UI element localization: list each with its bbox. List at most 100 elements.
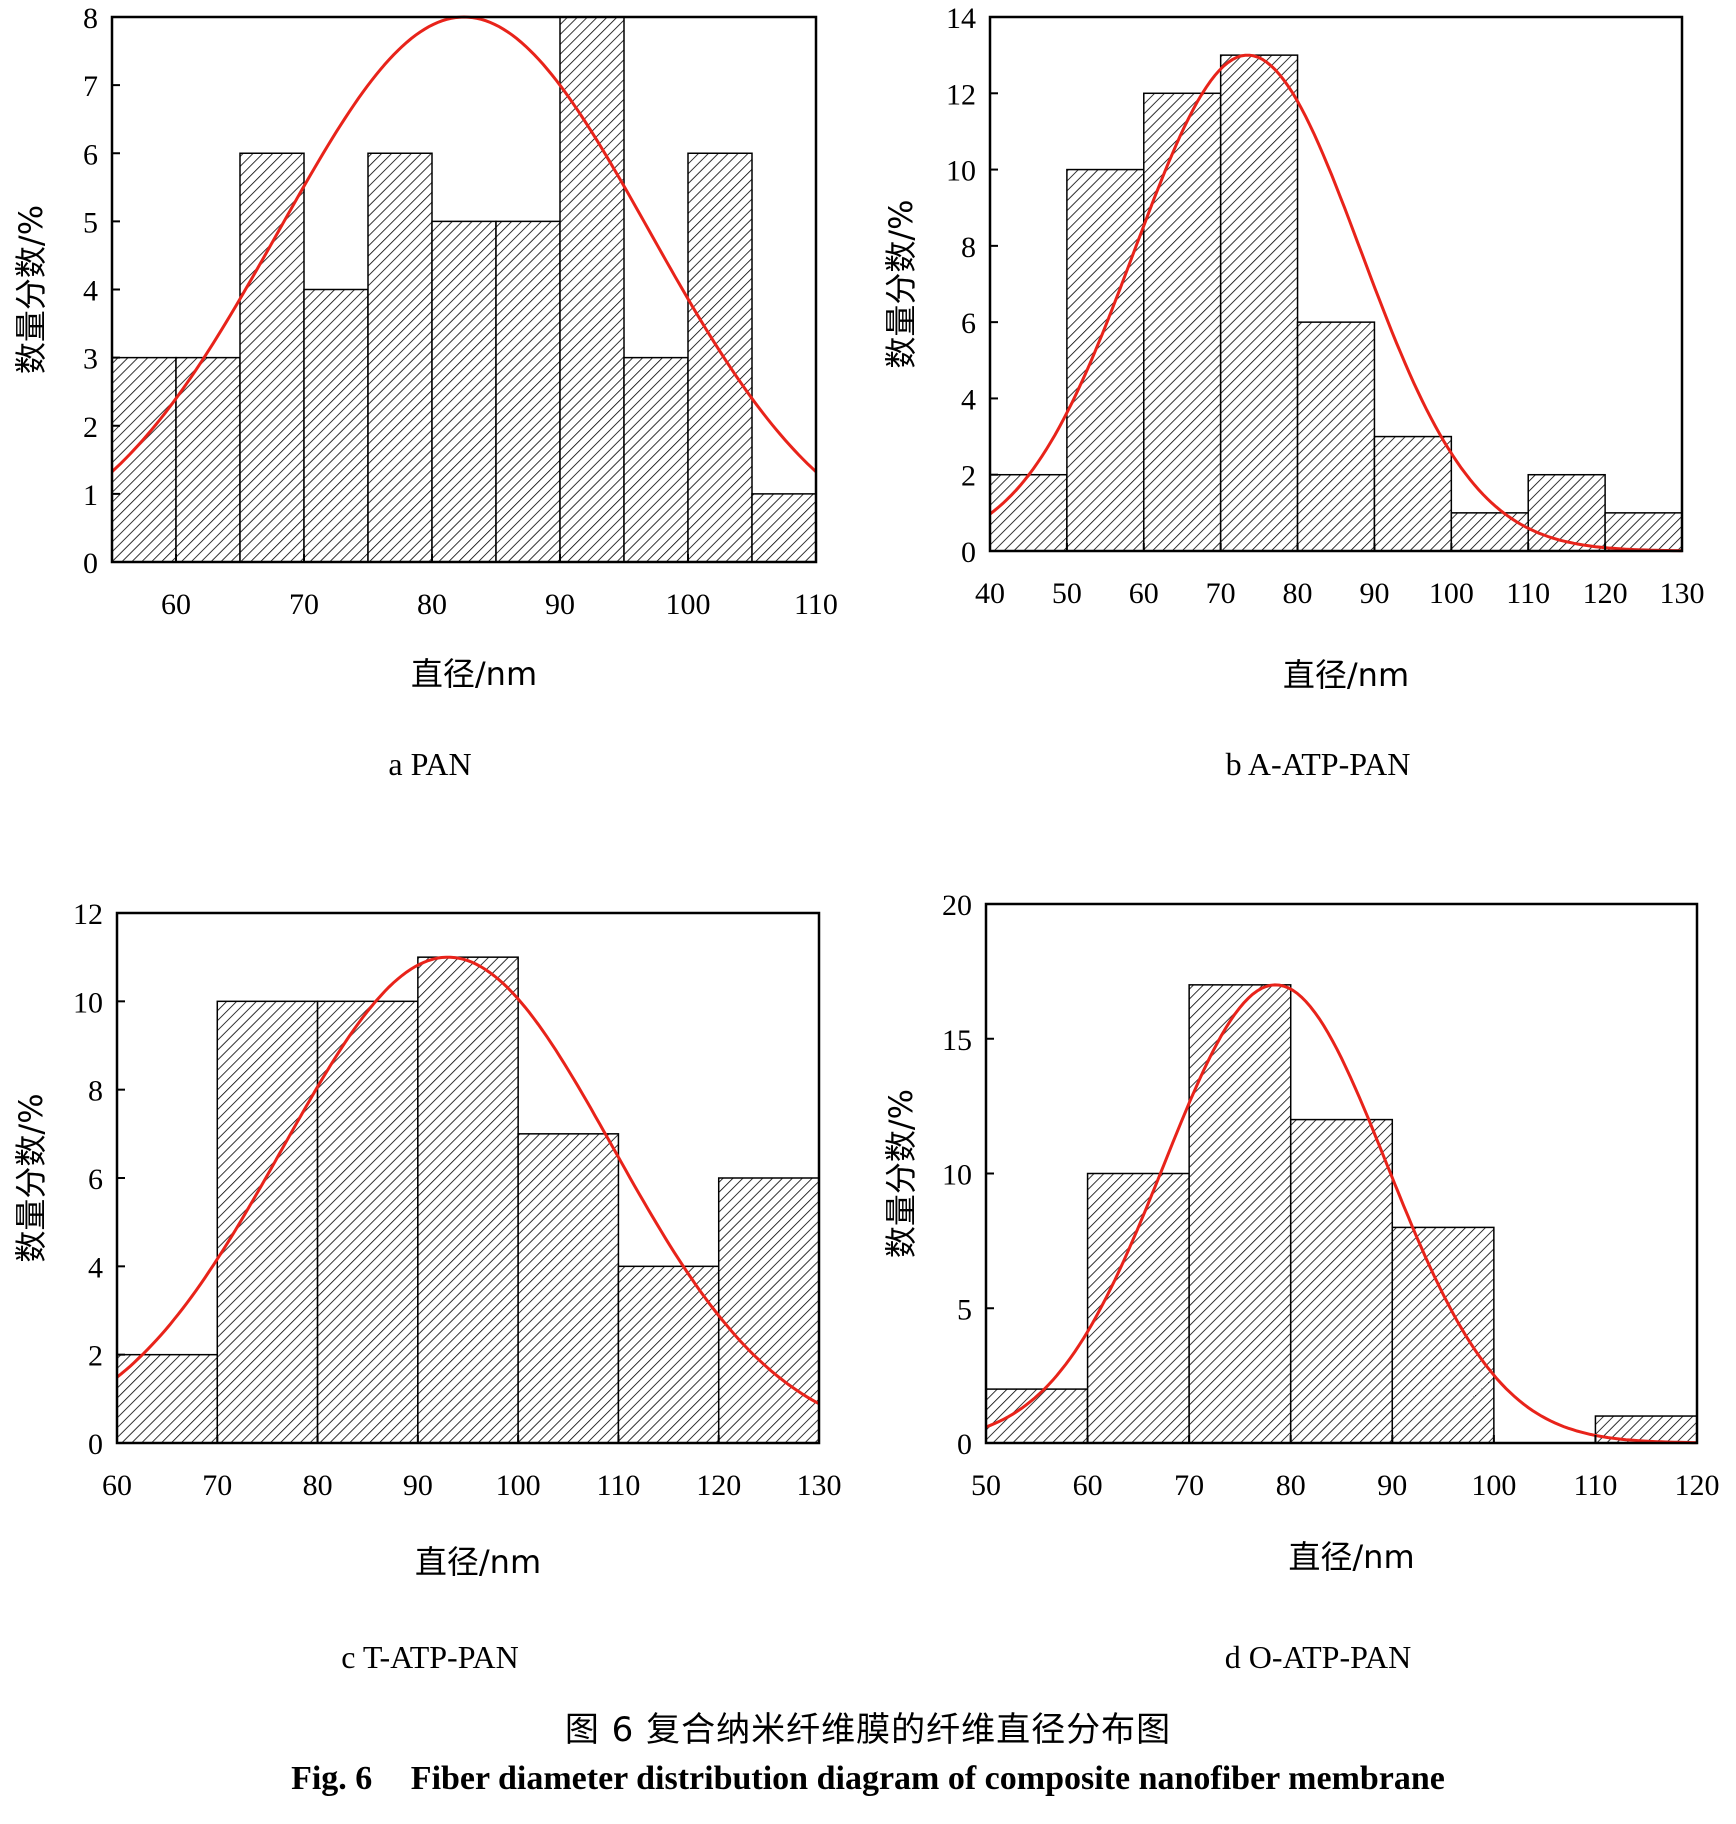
histogram-bar [1289,1118,1394,1444]
y-axis-label: 数量分数/% [882,1089,920,1258]
y-tick-label: 4 [83,275,98,308]
figure-caption-zh: 图 6 复合纳米纤维膜的纤维直径分布图 [564,1710,1172,1750]
y-tick-label: 4 [961,383,976,416]
y-tick-label: 8 [88,1075,103,1108]
histogram-bar [1219,54,1299,552]
x-tick-label: 110 [596,1469,640,1502]
histogram-bar [517,1133,620,1444]
histogram-bar [1527,473,1606,552]
histogram-bar [751,493,817,563]
histogram-bar [367,152,433,563]
histogram-bar [111,356,177,563]
y-tick-label: 5 [957,1293,972,1326]
x-tick-label: 70 [202,1469,232,1502]
x-tick-label: 80 [417,588,447,621]
x-tick-label: 50 [971,1469,1001,1502]
y-tick-label: 0 [961,536,976,569]
histogram-bar [239,152,305,563]
x-tick-label: 100 [666,588,711,621]
x-axis-label: 直径/nm [1288,1538,1414,1576]
histogram-bar [559,16,625,563]
x-tick-label: 110 [794,588,838,621]
y-tick-label: 12 [73,898,103,931]
y-axis-label: 数量分数/% [882,199,920,368]
x-tick-label: 120 [696,1469,741,1502]
x-tick-label: 60 [161,588,191,621]
panel-title: d O-ATP-PAN [1225,1639,1411,1675]
fit-curve [989,53,1683,553]
panel-title: a PAN [388,746,471,782]
histogram-bar [1391,1226,1495,1444]
y-tick-label: 0 [957,1428,972,1461]
histogram-bar [617,1265,720,1444]
x-axis-label: 直径/nm [415,1543,541,1581]
x-tick-label: 80 [1283,577,1313,610]
histogram-bar [1066,168,1145,552]
x-tick-label: 110 [1573,1469,1617,1502]
x-axis-label: 直径/nm [411,655,537,693]
x-tick-label: 90 [1359,577,1389,610]
histogram-bar [989,473,1068,552]
y-tick-label: 6 [961,307,976,340]
y-tick-label: 8 [961,231,976,264]
y-tick-label: 6 [83,138,98,171]
y-tick-label: 20 [942,889,972,922]
panel-title: c T-ATP-PAN [341,1639,519,1675]
x-tick-label: 100 [496,1469,541,1502]
chart-panel-3: 0 5 10 15 20 50 60 70 80 90 100 110 120 直径/nm 数量分数/% d … [882,889,1720,1675]
histogram-bar [717,1177,820,1444]
x-tick-label: 100 [1471,1469,1516,1502]
x-tick-label: 70 [289,588,319,621]
y-axis-label: 数量分数/% [12,1093,50,1262]
y-tick-label: 1 [83,479,98,512]
histogram-bar [1373,435,1453,552]
x-tick-label: 60 [102,1469,132,1502]
figure-caption-en-label: Fig. 6 [291,1760,373,1797]
y-tick-label: 10 [73,986,103,1019]
y-tick-label: 0 [88,1428,103,1461]
x-tick-label: 110 [1506,577,1550,610]
histogram-bar [1450,512,1529,552]
panel-title: b A-ATP-PAN [1226,746,1411,782]
plot-frame [988,15,1684,553]
x-tick-label: 70 [1174,1469,1204,1502]
fit-curve [985,983,1697,1445]
y-tick-label: 2 [961,460,976,493]
histogram-bar [116,1353,219,1444]
y-tick-label: 2 [83,411,98,444]
x-tick-label: 50 [1052,577,1082,610]
y-axis-label: 数量分数/% [12,205,50,374]
x-tick-label: 40 [975,577,1005,610]
histogram-bar [417,956,519,1444]
y-tick-label: 7 [83,70,98,103]
y-tick-label: 14 [946,2,976,35]
x-tick-label: 90 [545,588,575,621]
figure-caption-en: Fig. 6 Fiber diameter distribution diagr… [0,1760,1736,1798]
y-tick-label: 8 [83,2,98,35]
x-tick-label: 120 [1675,1469,1720,1502]
chart-panel-0: 0 1 2 3 4 5 6 7 8 60 70 80 90 100 110 直径/nm 数量分数/% a PAN [12,2,838,782]
y-tick-label: 3 [83,343,98,376]
x-tick-label: 120 [1583,577,1628,610]
histogram-bar [687,152,753,563]
histogram-bar [303,288,369,563]
y-tick-label: 12 [946,78,976,111]
figure-caption-en-text: Fiber diameter distribution diagram of c… [410,1760,1445,1797]
y-tick-label: 10 [946,155,976,188]
y-tick-label: 15 [942,1024,972,1057]
x-tick-label: 90 [1377,1469,1407,1502]
y-tick-label: 4 [88,1251,103,1284]
histogram-bar [175,356,241,563]
chart-panel-2: 0 2 4 6 8 10 12 60 70 80 90 100 110 120 130 直径/nm 数量分数/%… [12,898,842,1675]
histogram-bar [1143,92,1222,552]
x-tick-label: 90 [403,1469,433,1502]
histogram-bar [216,1000,319,1444]
histogram-bar [495,220,561,563]
histogram-bar [1296,321,1376,552]
y-tick-label: 5 [83,206,98,239]
y-tick-label: 6 [88,1163,103,1196]
fit-curve [116,955,820,1406]
x-tick-label: 80 [303,1469,333,1502]
x-tick-label: 60 [1073,1469,1103,1502]
y-tick-label: 2 [88,1340,103,1373]
